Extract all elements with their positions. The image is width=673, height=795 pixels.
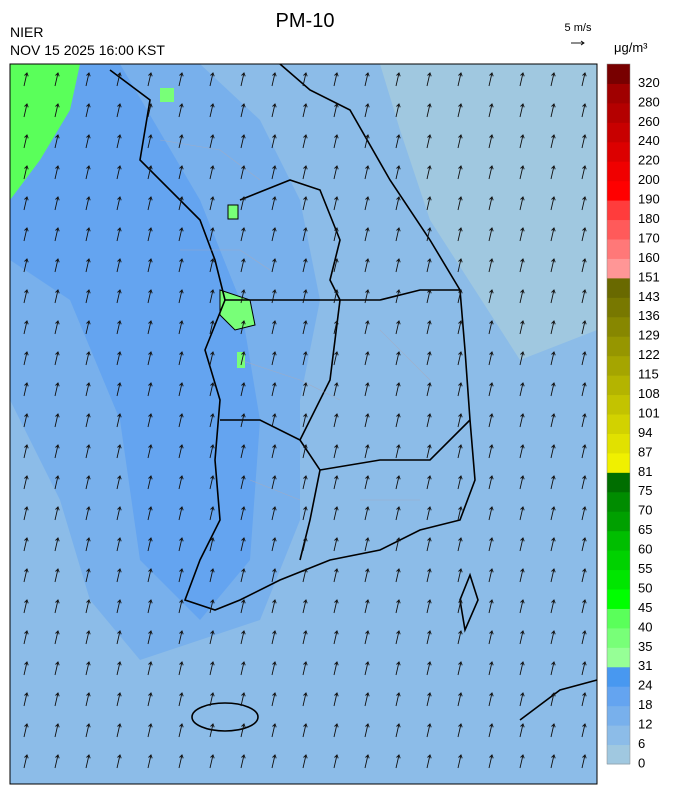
map-title: PM-10 bbox=[276, 10, 335, 32]
legend-label: 151 bbox=[638, 269, 660, 284]
legend-swatch bbox=[607, 666, 630, 687]
legend-swatch bbox=[607, 725, 630, 746]
legend-swatch bbox=[607, 394, 630, 415]
legend-swatch bbox=[607, 569, 630, 590]
legend-label: 180 bbox=[638, 211, 660, 226]
legend-label: 75 bbox=[638, 483, 652, 498]
legend-swatch bbox=[607, 355, 630, 376]
legend-label: 280 bbox=[638, 94, 660, 109]
legend-label: 240 bbox=[638, 133, 660, 148]
legend-unit: μg/m³ bbox=[614, 40, 648, 55]
legend-swatch bbox=[607, 64, 630, 84]
legend-label: 0 bbox=[638, 755, 645, 770]
legend-label: 122 bbox=[638, 347, 660, 362]
source: NIER bbox=[10, 24, 43, 40]
legend-swatch bbox=[607, 83, 630, 104]
legend-label: 55 bbox=[638, 561, 652, 576]
legend-swatch bbox=[607, 452, 630, 473]
legend-swatch bbox=[607, 589, 630, 609]
legend-label: 260 bbox=[638, 114, 660, 129]
legend-frame bbox=[606, 63, 631, 765]
legend-swatch bbox=[607, 316, 630, 337]
legend-swatch bbox=[607, 375, 630, 396]
legend-label: 190 bbox=[638, 192, 660, 207]
legend-swatch bbox=[607, 336, 630, 357]
legend-label: 94 bbox=[638, 425, 652, 440]
legend-swatch bbox=[607, 277, 630, 298]
legend-swatch bbox=[607, 530, 630, 551]
legend-label: 31 bbox=[638, 658, 652, 673]
legend-swatch bbox=[607, 491, 630, 512]
legend-swatch bbox=[607, 258, 630, 279]
legend-label: 143 bbox=[638, 289, 660, 304]
legend-swatch bbox=[607, 705, 630, 726]
legend-label: 35 bbox=[638, 639, 652, 654]
legend-label: 129 bbox=[638, 328, 660, 343]
legend-swatch bbox=[607, 433, 630, 454]
legend-label: 87 bbox=[638, 444, 652, 459]
legend-swatch bbox=[607, 744, 630, 765]
legend-label: 24 bbox=[638, 678, 652, 693]
legend-swatch bbox=[607, 647, 630, 668]
legend-swatch bbox=[607, 161, 630, 182]
legend-swatch bbox=[607, 239, 630, 259]
wind-scale: 5 m/s bbox=[565, 22, 592, 34]
legend-swatch bbox=[607, 550, 630, 571]
legend-label: 70 bbox=[638, 503, 652, 518]
legend-label: 18 bbox=[638, 697, 652, 712]
legend-label: 136 bbox=[638, 308, 660, 323]
legend-label: 12 bbox=[638, 717, 652, 732]
legend-label: 108 bbox=[638, 386, 660, 401]
legend-label: 320 bbox=[638, 75, 660, 90]
legend-swatch bbox=[607, 200, 630, 221]
legend-swatch bbox=[607, 414, 630, 434]
legend-label: 160 bbox=[638, 250, 660, 265]
legend-swatch bbox=[607, 511, 630, 532]
wind-scale-arrow bbox=[571, 40, 585, 46]
legend-label: 60 bbox=[638, 542, 652, 557]
legend-label: 6 bbox=[638, 736, 645, 751]
legend-swatch bbox=[607, 608, 630, 629]
legend: 0 6 12 18 24 31 35 40 45 50 55 60 65 70 75 81 87 94 101 108… bbox=[606, 63, 660, 770]
legend-label: 101 bbox=[638, 405, 660, 420]
legend-swatch bbox=[607, 297, 630, 318]
legend-label: 81 bbox=[638, 464, 652, 479]
legend-swatch bbox=[607, 102, 630, 123]
legend-swatch bbox=[607, 141, 630, 162]
legend-swatch bbox=[607, 472, 630, 493]
legend-label: 115 bbox=[638, 367, 659, 382]
legend-swatch bbox=[607, 122, 630, 143]
legend-swatch bbox=[607, 219, 630, 240]
legend-label: 50 bbox=[638, 580, 652, 595]
legend-swatch bbox=[607, 180, 630, 201]
legend-label: 220 bbox=[638, 153, 660, 168]
legend-label: 65 bbox=[638, 522, 652, 537]
legend-label: 200 bbox=[638, 172, 660, 187]
datetime: NOV 15 2025 16:00 KST bbox=[10, 42, 165, 58]
legend-swatch bbox=[607, 627, 630, 648]
map bbox=[9, 63, 598, 785]
legend-swatch bbox=[607, 686, 630, 707]
legend-label: 45 bbox=[638, 600, 652, 615]
legend-label: 170 bbox=[638, 230, 660, 245]
legend-label: 40 bbox=[638, 619, 652, 634]
